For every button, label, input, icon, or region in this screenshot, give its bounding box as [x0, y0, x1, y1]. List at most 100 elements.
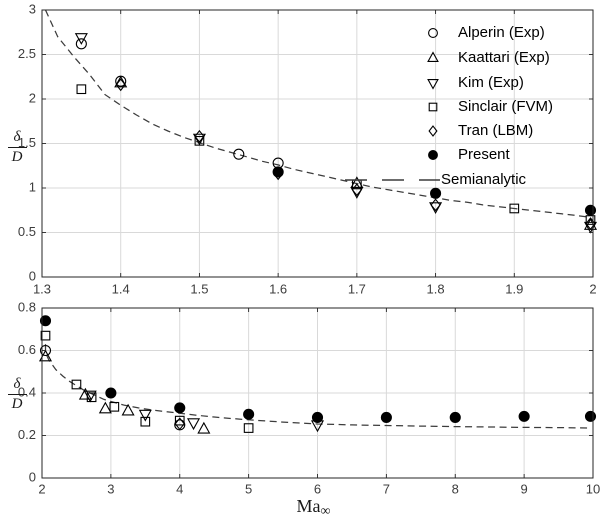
- x-axis-label: Ma∞: [297, 496, 331, 519]
- marker-circle-filled: [105, 387, 117, 399]
- marker-triangle-up: [197, 421, 211, 434]
- line-semianalytic: [44, 9, 591, 219]
- tick-label-x: 1.4: [112, 281, 130, 296]
- legend-diamond-icon: [428, 125, 438, 137]
- marker-circle-open: [39, 344, 52, 357]
- tick-label-y: 0.5: [18, 224, 36, 239]
- marker-triangle-up: [38, 349, 53, 362]
- y-axis-label-numerator: δ: [14, 129, 22, 145]
- marker-triangle-down: [350, 187, 364, 199]
- marker-triangle-down: [186, 418, 201, 431]
- marker-square: [174, 415, 185, 426]
- marker-square: [71, 379, 82, 390]
- tick-label-x: 10: [586, 481, 600, 496]
- marker-diamond: [351, 183, 362, 197]
- tick-label-x: 7: [383, 481, 390, 496]
- legend-label: Kim (Exp): [458, 74, 524, 91]
- tick-label-y: 2: [29, 90, 36, 105]
- legend-label: Sinclair (FVM): [458, 98, 553, 115]
- legend-item-kaattari-exp: Kaattari (Exp): [427, 49, 550, 66]
- series-tran-lbm: [174, 417, 185, 431]
- y-axis-label: δD: [8, 129, 27, 165]
- series-sinclair-fvm: [40, 330, 254, 433]
- marker-triangle-up: [114, 75, 128, 88]
- tick-label-y: 1: [29, 179, 36, 194]
- marker-diamond: [174, 417, 185, 431]
- legend-triangle-down-icon: [427, 79, 439, 90]
- marker-square: [40, 330, 51, 341]
- legend-square-icon: [428, 102, 438, 112]
- marker-square: [194, 135, 205, 146]
- tick-label-x: 1.6: [269, 281, 287, 296]
- marker-triangle-up: [121, 403, 135, 416]
- line-semianalytic: [44, 344, 591, 429]
- tick-label-y: 0: [29, 469, 36, 484]
- tick-label-x: 1.5: [190, 281, 208, 296]
- tick-labels: 2 3 4 5 6 7 8 9 10 0 0.2 0.4 0.6 0.8: [18, 299, 600, 496]
- tick-label-y: 0.4: [18, 384, 36, 399]
- tick-label-y: 1.5: [18, 135, 36, 150]
- legend-label: Present: [458, 146, 511, 163]
- tick-label-y: 0.8: [18, 299, 36, 314]
- series-kaattari-exp: [38, 349, 211, 434]
- plot-bottom: 2 3 4 5 6 7 8 9 10 0 0.2 0.4 0.6 0.8 δD Ma∞: [8, 299, 600, 519]
- series-alperin-exp: [75, 38, 284, 169]
- legend-item-sinclair-fvm: Sinclair (FVM): [428, 98, 553, 115]
- legend-circle-filled-icon: [428, 150, 438, 160]
- marker-triangle-down: [429, 202, 443, 215]
- marker-square: [86, 392, 97, 403]
- y-axis-label: δD: [8, 376, 27, 412]
- legend-item-kim-exp: Kim (Exp): [427, 74, 524, 91]
- marker-circle-filled: [584, 410, 597, 422]
- ticks: [41, 307, 594, 479]
- marker-triangle-up: [98, 401, 112, 414]
- legend-triangle-up-icon: [427, 51, 439, 62]
- grid: [41, 9, 594, 278]
- tick-label-x: 1.8: [427, 281, 445, 296]
- tick-label-x: 8: [452, 481, 459, 496]
- grid: [41, 307, 594, 479]
- tick-label-y: 2.5: [18, 46, 36, 61]
- tick-label-x: 1.3: [33, 281, 51, 296]
- legend-item-present: Present: [428, 146, 511, 163]
- y-axis-label-denominator: D: [11, 396, 23, 412]
- marker-triangle-up: [78, 387, 92, 400]
- tick-label-x: 2: [38, 481, 45, 496]
- marker-diamond: [115, 78, 126, 92]
- marker-circle-filled: [518, 410, 530, 422]
- tick-label-y: 0: [29, 268, 36, 283]
- marker-circle-filled: [272, 166, 284, 178]
- marker-circle-filled: [311, 411, 324, 423]
- tick-label-y: 0.2: [18, 427, 36, 442]
- marker-square: [109, 401, 120, 412]
- marker-triangle-down: [74, 33, 88, 45]
- marker-triangle-down: [192, 133, 206, 146]
- marker-circle-filled: [174, 402, 186, 414]
- tick-label-x: 6: [314, 481, 321, 496]
- ticks: [41, 9, 594, 278]
- tick-label-y: 0.6: [18, 342, 36, 357]
- marker-circle-filled: [430, 187, 442, 199]
- marker-circle-filled: [380, 411, 392, 423]
- tick-label-x: 3: [107, 481, 114, 496]
- marker-circle-filled: [449, 411, 461, 423]
- marker-circle-filled: [39, 315, 52, 327]
- marker-circle-open: [75, 38, 87, 50]
- legend-label: Kaattari (Exp): [458, 49, 550, 66]
- y-axis-label-denominator: D: [11, 149, 23, 165]
- marker-circle-filled: [243, 408, 255, 420]
- legend-label: Alperin (Exp): [458, 24, 545, 41]
- marker-square: [140, 416, 151, 427]
- marker-circle-filled: [584, 204, 597, 216]
- tick-label-x: 2: [589, 281, 596, 296]
- tick-label-x: 5: [245, 481, 252, 496]
- series-present: [272, 166, 597, 216]
- tick-label-y: 3: [29, 1, 36, 16]
- tick-label-x: 9: [521, 481, 528, 496]
- legend-item-alperin-exp: Alperin (Exp): [428, 24, 545, 41]
- marker-triangle-down: [138, 409, 152, 422]
- legend-label: Semianalytic: [441, 171, 527, 188]
- tick-label-x: 1.9: [505, 281, 523, 296]
